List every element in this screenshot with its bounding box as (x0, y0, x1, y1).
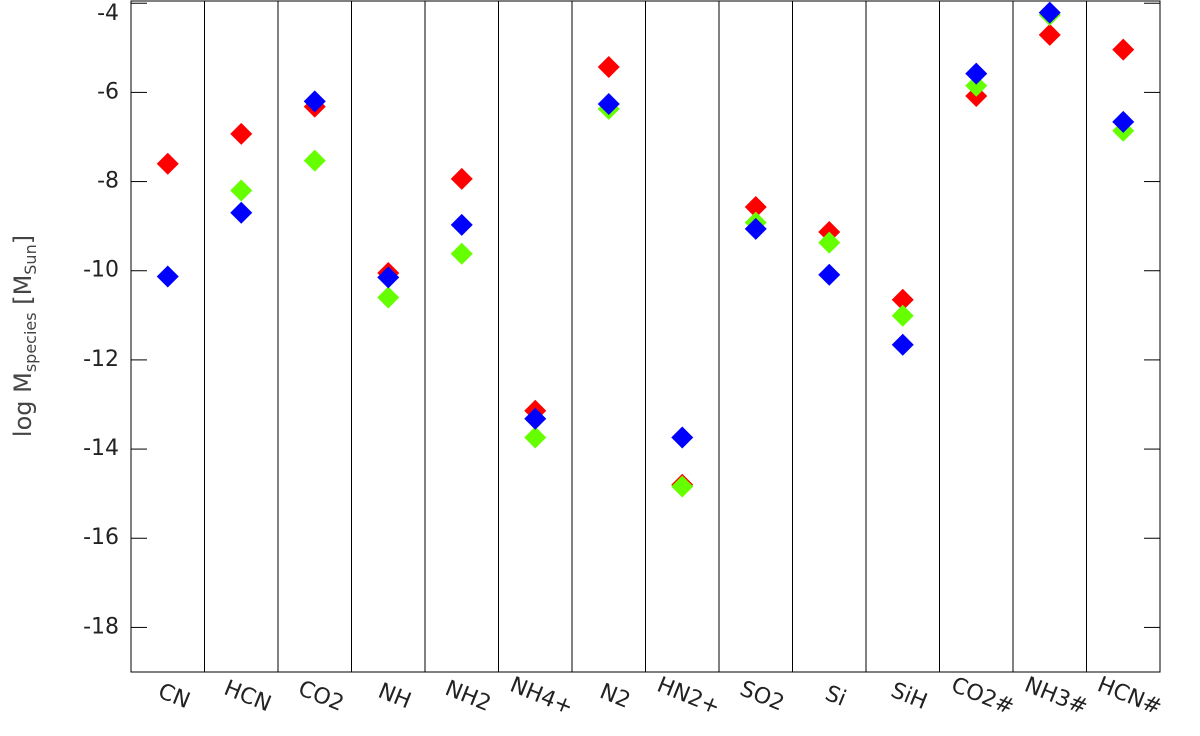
marker (230, 201, 253, 224)
y-tick-label: -18 (83, 614, 119, 639)
marker (303, 90, 326, 113)
marker (230, 122, 253, 145)
y-label-part: ] (9, 235, 37, 244)
y-label-part: log M (9, 372, 37, 437)
y-axis-label: log Mspecies [MSun] (9, 235, 40, 437)
marker (891, 304, 914, 327)
marker (450, 242, 473, 265)
y-tick-label: -12 (83, 347, 119, 372)
marker (524, 407, 547, 430)
marker (156, 265, 179, 288)
marker (965, 62, 988, 85)
marker (891, 333, 914, 356)
marker (303, 149, 326, 172)
marker (377, 286, 400, 309)
x-tick-label: SiH (887, 678, 930, 715)
y-label-sub: Sun (21, 244, 40, 274)
marker (597, 92, 620, 115)
x-tick-label: SO2 (736, 676, 787, 716)
marker (818, 231, 841, 254)
marker (671, 475, 694, 498)
x-tick-label: HCN (220, 676, 274, 717)
marker (450, 167, 473, 190)
x-tick-label: HCN# (1094, 672, 1165, 720)
marker (597, 55, 620, 78)
y-label-sub: species (21, 312, 40, 372)
y-tick-label: -6 (97, 79, 119, 104)
marker (671, 426, 694, 449)
y-tick-label: -14 (83, 436, 119, 461)
x-tick-label: NH3# (1021, 673, 1091, 721)
marker (744, 195, 767, 218)
x-tick-label: CN (154, 679, 193, 714)
marker (230, 179, 253, 202)
marker (818, 263, 841, 286)
y-tick-label: -8 (97, 169, 119, 194)
marker (377, 266, 400, 289)
marker (1038, 1, 1061, 24)
marker (524, 426, 547, 449)
marker (156, 152, 179, 175)
x-tick-label: N2 (596, 679, 634, 714)
y-label-part: [M (9, 275, 37, 313)
x-tick-label: NH4+ (506, 673, 576, 721)
marker (744, 217, 767, 240)
marker (1038, 23, 1061, 46)
x-tick-label: CO2# (948, 673, 1018, 721)
x-tick-label: CO2 (295, 676, 348, 717)
x-tick-label: Si (821, 681, 849, 712)
marker (1112, 110, 1135, 133)
marker (1112, 38, 1135, 61)
y-tick-label: -10 (83, 258, 119, 283)
marker (891, 288, 914, 311)
marker (965, 74, 988, 97)
marker (450, 213, 473, 236)
x-tick-label: NH2 (441, 676, 494, 717)
y-tick-label: -16 (83, 525, 119, 550)
x-tick-label: NH (374, 679, 414, 715)
y-tick-label: -4 (97, 1, 119, 26)
x-tick-label: HN2+ (653, 673, 723, 721)
